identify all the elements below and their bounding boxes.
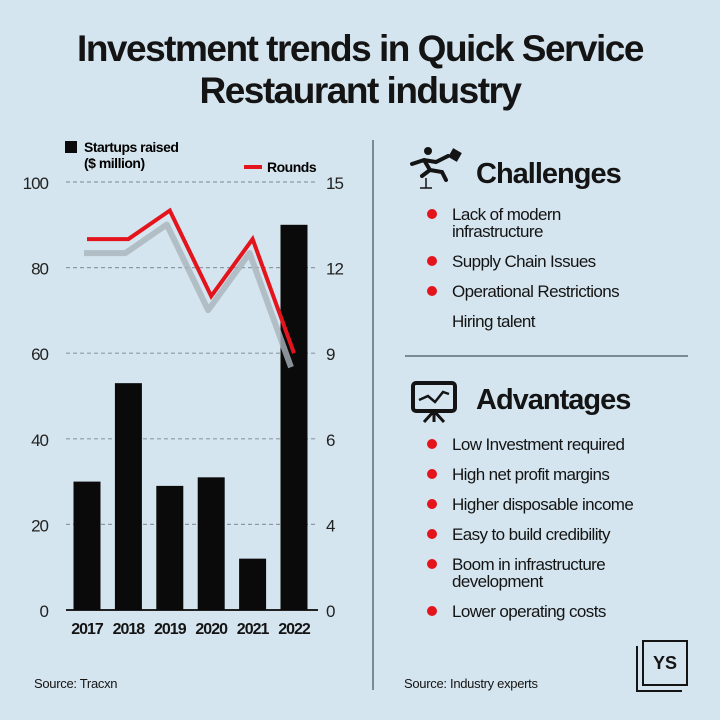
bar-2022 [280,224,308,611]
presentation-chart-icon [411,381,457,424]
bullet-dot [427,286,437,296]
bullet-dot [427,439,437,449]
rounds-line [87,207,296,354]
bullet-dot [427,499,437,509]
advantages-list: Low Investment required High net profit … [420,436,680,633]
x-tick-label: 2017 [71,621,104,638]
legend-bar-unit: ($ million) [84,155,145,171]
left-tick-label: 80 [31,260,48,279]
bar-2019 [156,485,184,610]
page-title: Investment trends in Quick Service Resta… [77,28,644,111]
advantage-item: Boom in infrastructure development [420,556,680,590]
bullet-dot [427,256,437,266]
x-tick-label: 2019 [154,621,187,638]
yourstory-logo: YS [642,640,688,686]
left-tick-label: 40 [31,431,48,450]
advantage-item: Lower operating costs [420,603,680,620]
left-tick-label: 60 [31,345,48,364]
left-tick-label: 0 [40,602,49,621]
right-tick-label: 9 [326,345,335,364]
bar-2018 [114,383,142,610]
bullet-dot [427,559,437,569]
right-tick-label: 0 [326,602,335,621]
x-tick-label: 2021 [237,621,270,638]
advantages-heading: Advantages [476,384,631,416]
bullet-dot [427,606,437,616]
right-tick-label: 15 [326,174,343,193]
x-tick-label: 2022 [278,621,311,638]
challenges-list: Lack of modern infrastructure Supply Cha… [420,206,680,343]
bars [73,224,308,611]
challenge-item: Lack of modern infrastructure [420,206,680,240]
legend-line-label: Rounds [267,159,317,175]
vertical-divider [372,140,374,690]
challenges-heading: Challenges [476,158,622,190]
advantage-item: Low Investment required [420,436,680,453]
left-tick-label: 20 [31,516,48,535]
section-divider [405,355,688,357]
legend-bar-swatch [65,141,77,153]
chart-source: Source: Tracxn [34,676,118,691]
advantage-item: Easy to build credibility [420,526,680,543]
bar-2017 [73,481,101,610]
rounds-line-shadow [84,221,294,369]
rounds-line-group [84,207,296,369]
bullet-dot [427,209,437,219]
bullet-dot [427,469,437,479]
x-tick-label: 2020 [195,621,228,638]
advantages-source: Source: Industry experts [404,676,538,691]
grid-lines [66,181,318,611]
left-tick-label: 100 [23,174,49,193]
challenge-item: Operational Restrictions [420,283,680,300]
right-tick-label: 12 [326,260,343,279]
bar-2021 [239,558,267,610]
x-tick-label: 2018 [113,621,146,638]
bullet-dot [427,529,437,539]
right-tick-label: 6 [326,431,335,450]
legend-bar-label: Startups raised [84,139,178,155]
advantage-item: High net profit margins [420,466,680,483]
axis-ticks: 0 0 20 4 40 6 60 9 80 12 100 15 2017 2018 2019 2020 2021… [23,174,345,638]
right-tick-label: 4 [326,516,335,535]
hurdle-runner-icon [410,147,462,189]
advantage-item: Higher disposable income [420,496,680,513]
legend: Startups raised ($ million) Rounds [65,139,317,175]
challenge-item: Hiring talent [452,312,536,331]
bar-2020 [197,477,225,610]
challenge-item: Supply Chain Issues [420,253,680,270]
